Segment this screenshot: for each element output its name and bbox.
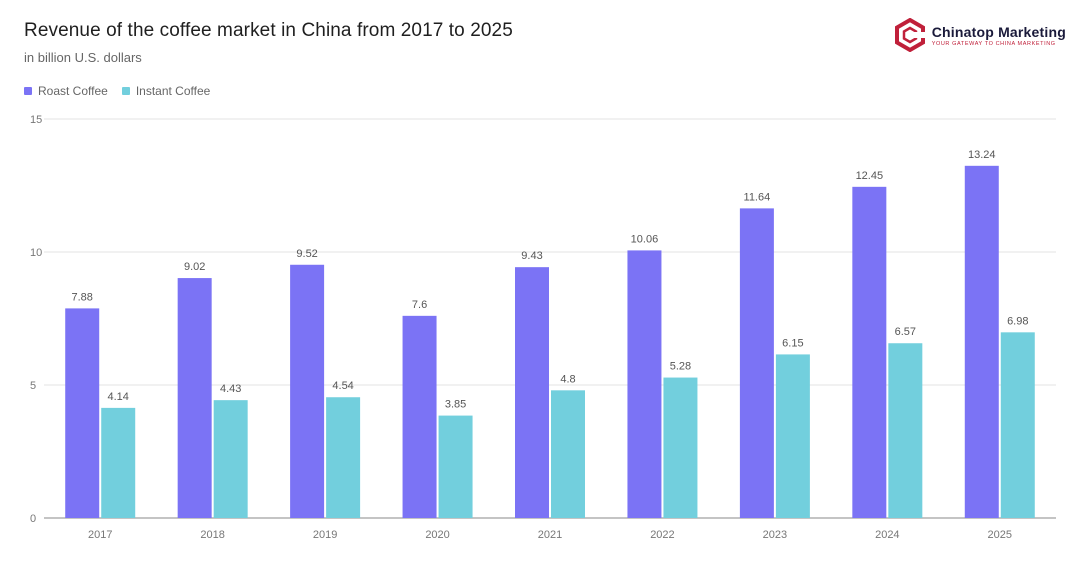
data-label-roast-coffee-2017: 7.88 [72, 291, 93, 303]
x-tick-label: 2024 [875, 529, 899, 541]
y-tick-label: 10 [30, 247, 42, 259]
data-label-instant-coffee-2023: 6.15 [782, 337, 803, 349]
data-label-roast-coffee-2021: 9.43 [521, 250, 542, 262]
bar-group-2017: 7.88 4.14 [65, 291, 136, 518]
bar-roast-coffee-2024[interactable] [852, 186, 887, 518]
bar-group-2019: 9.52 4.54 [290, 248, 361, 518]
legend-item-instant[interactable]: Instant Coffee [121, 84, 211, 98]
legend: Roast Coffee Instant Coffee [24, 84, 210, 98]
data-label-instant-coffee-2017: 4.14 [108, 391, 129, 403]
y-tick-label: 15 [30, 114, 42, 126]
data-label-roast-coffee-2019: 9.52 [296, 248, 317, 260]
legend-label-roast: Roast Coffee [38, 84, 108, 98]
brand-name: Chinatop Marketing [931, 23, 1066, 40]
hexagon-logo-icon [894, 18, 926, 52]
bar-group-2023: 11.64 6.15 [739, 191, 810, 518]
data-label-instant-coffee-2025: 6.98 [1007, 315, 1028, 327]
x-tick-label: 2019 [313, 529, 337, 541]
data-label-instant-coffee-2021: 4.8 [560, 373, 575, 385]
brand-logo: Chinatop Marketing YOUR GATEWAY TO CHINA… [894, 18, 1066, 52]
bar-instant-coffee-2025[interactable] [1000, 332, 1035, 518]
bar-group-2021: 9.43 4.8 [515, 250, 585, 518]
data-label-roast-coffee-2020: 7.6 [412, 299, 427, 311]
bar-group-2020: 7.6 3.85 [402, 299, 473, 518]
x-tick-label: 2022 [650, 529, 674, 541]
bar-instant-coffee-2019[interactable] [326, 397, 361, 518]
legend-swatch-instant [121, 87, 130, 95]
bar-roast-coffee-2022[interactable] [627, 250, 662, 519]
bar-instant-coffee-2020[interactable] [438, 415, 473, 518]
y-tick-label: 5 [30, 380, 36, 392]
x-tick-label: 2017 [88, 529, 112, 541]
bar-instant-coffee-2023[interactable] [775, 354, 810, 518]
data-label-roast-coffee-2024: 12.45 [856, 170, 884, 182]
x-tick-label: 2018 [200, 529, 224, 541]
data-label-instant-coffee-2022: 5.28 [670, 361, 691, 373]
bar-group-2018: 9.02 4.43 [177, 261, 248, 518]
legend-swatch-roast [24, 87, 32, 95]
data-label-roast-coffee-2023: 11.64 [744, 191, 771, 203]
legend-label-instant: Instant Coffee [135, 84, 211, 98]
x-tick-label: 2023 [763, 529, 787, 541]
data-label-roast-coffee-2018: 9.02 [184, 261, 205, 273]
x-tick-label: 2020 [425, 529, 449, 541]
x-axis: 2017 2018 2019 2020 2021 2022 2023 2024 2025 [88, 529, 1012, 541]
bar-roast-coffee-2018[interactable] [177, 278, 212, 518]
data-label-instant-coffee-2018: 4.43 [220, 383, 241, 395]
bar-instant-coffee-2018[interactable] [213, 400, 248, 518]
data-label-roast-coffee-2025: 13.24 [968, 149, 996, 161]
bar-group-2024: 12.45 6.57 [852, 170, 923, 518]
bar-group-2025: 13.24 6.98 [964, 149, 1035, 519]
brand-tagline: YOUR GATEWAY TO CHINA MARKETING [931, 40, 1056, 47]
bar-instant-coffee-2021[interactable] [551, 390, 585, 518]
bar-roast-coffee-2020[interactable] [402, 315, 437, 518]
y-tick-label: 0 [30, 513, 36, 525]
bar-roast-coffee-2019[interactable] [290, 264, 325, 518]
data-label-instant-coffee-2019: 4.54 [332, 380, 353, 392]
chart-subtitle: in billion U.S. dollars [24, 50, 142, 65]
data-label-instant-coffee-2024: 6.57 [895, 326, 916, 338]
legend-item-roast[interactable]: Roast Coffee [24, 84, 108, 98]
bar-roast-coffee-2025[interactable] [964, 165, 999, 519]
bar-roast-coffee-2021[interactable] [515, 267, 549, 518]
data-label-roast-coffee-2022: 10.06 [631, 233, 659, 245]
y-axis: 0 5 10 15 [30, 114, 42, 525]
x-tick-label: 2021 [538, 529, 562, 541]
data-label-instant-coffee-2020: 3.85 [445, 399, 466, 411]
bar-instant-coffee-2017[interactable] [101, 407, 136, 518]
bar-instant-coffee-2022[interactable] [663, 377, 698, 518]
grid-lines [44, 118, 1056, 519]
bar-roast-coffee-2023[interactable] [739, 208, 774, 518]
x-tick-label: 2025 [988, 529, 1012, 541]
bars: 7.88 4.14 9.02 4.43 9.52 4.54 7.6 3.85 9.43 4.8 10… [65, 149, 1035, 519]
bar-roast-coffee-2017[interactable] [65, 308, 100, 518]
bar-instant-coffee-2024[interactable] [888, 343, 923, 518]
bar-group-2022: 10.06 5.28 [627, 233, 698, 519]
chart-title: Revenue of the coffee market in China fr… [24, 20, 513, 41]
